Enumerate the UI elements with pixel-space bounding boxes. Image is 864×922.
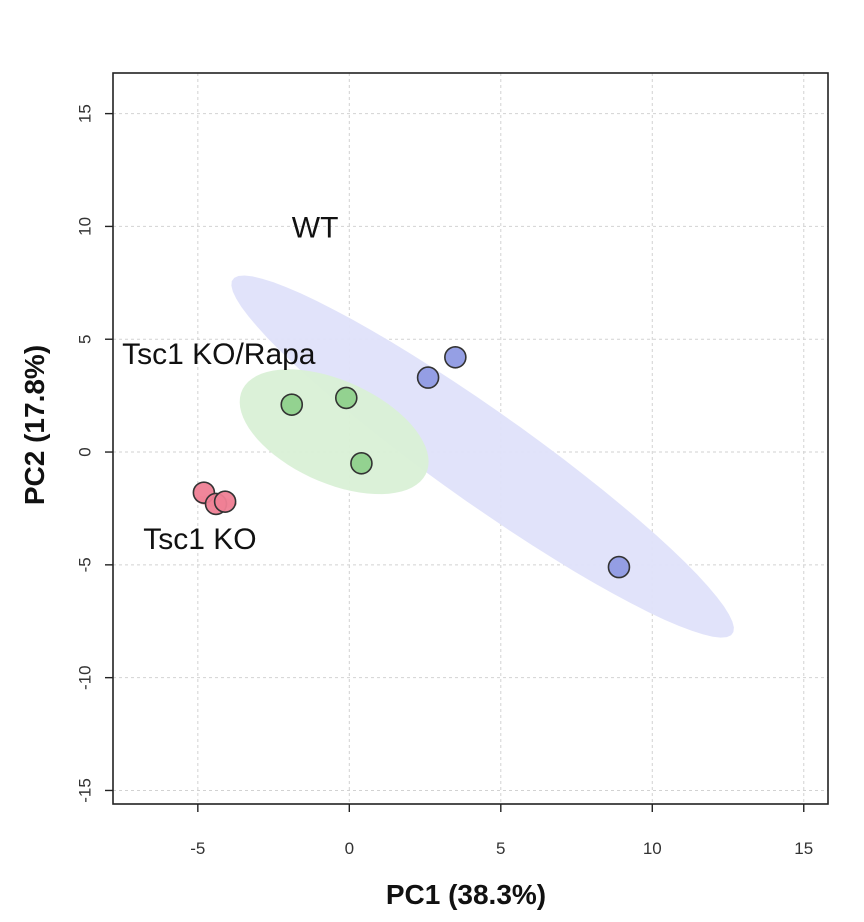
y-tick-label: 0 (75, 447, 94, 456)
plot-frame (112, 72, 829, 805)
y-tick-label: -15 (75, 778, 94, 803)
x-tick-label: 10 (643, 839, 662, 858)
x-tick-label: 5 (496, 839, 505, 858)
data-points (192, 345, 631, 579)
x-tick-label: 15 (794, 839, 813, 858)
group-label-tsc1-ko: Tsc1 KO (143, 523, 256, 556)
point-tsc1-ko-rapa (350, 452, 373, 475)
confidence-ellipses (195, 275, 734, 638)
axis-ticks: -5 0 5 10 15 -15 -10 -5 0 5 10 15 (75, 104, 813, 858)
point-wt (444, 345, 467, 369)
y-tick-label: 10 (75, 217, 94, 236)
grid-lines (113, 73, 828, 804)
point-tsc1-ko-rapa (334, 386, 358, 410)
ellipse-wt (231, 275, 734, 638)
x-tick-label: 0 (345, 839, 354, 858)
point-wt (416, 366, 440, 389)
group-label-tsc1-ko-rapa: Tsc1 KO/Rapa (122, 338, 316, 371)
point-tsc1-ko-rapa (280, 393, 304, 416)
y-tick-label: -10 (75, 665, 94, 690)
y-tick-label: -5 (75, 557, 94, 572)
x-tick-label: -5 (190, 839, 205, 858)
y-axis-title: PC2 (17.8%) (19, 345, 50, 505)
group-label-wt: WT (292, 212, 339, 245)
y-tick-label: 5 (75, 334, 94, 343)
group-labels: WT Tsc1 KO/Rapa Tsc1 KO (122, 212, 338, 556)
point-wt (607, 555, 631, 579)
y-tick-label: 15 (75, 104, 94, 123)
point-tsc1-ko (213, 490, 237, 513)
x-axis-title: PC1 (38.3%) (386, 879, 546, 910)
